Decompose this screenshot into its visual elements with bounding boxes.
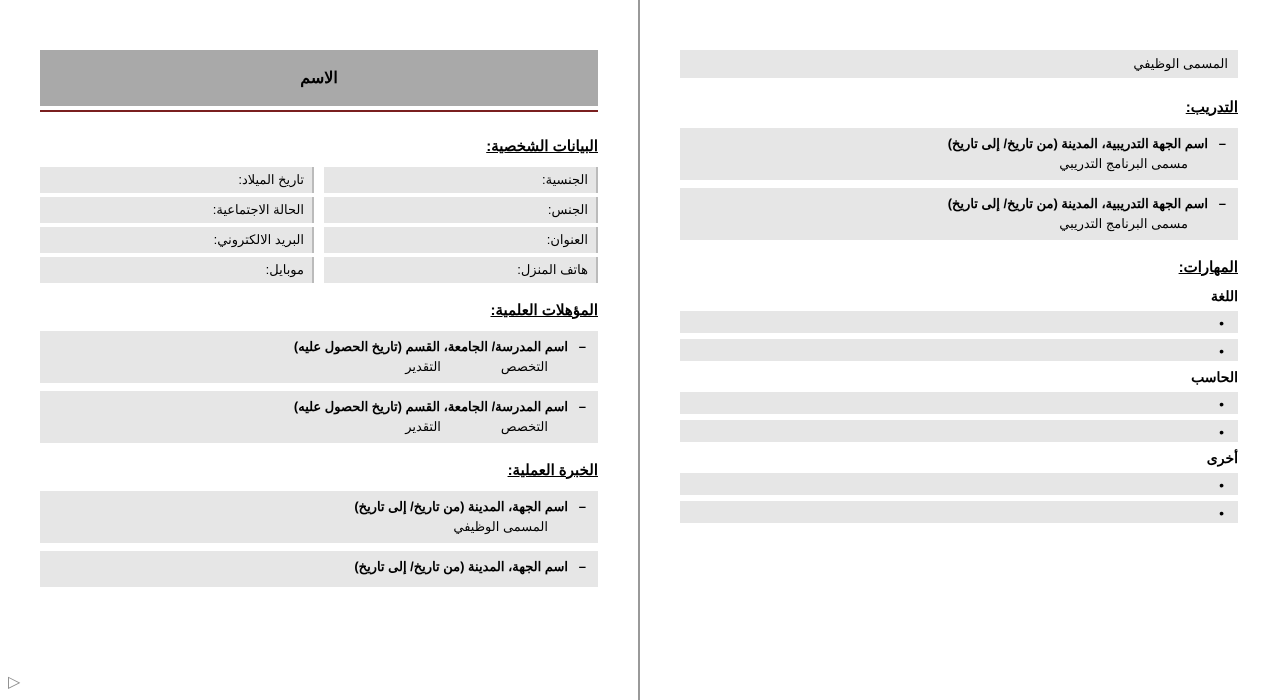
next-page-arrow-icon[interactable]: ▷ — [8, 672, 20, 692]
language-list — [680, 311, 1238, 361]
experience-entry: – اسم الجهة، المدينة (من تاريخ/ إلى تاري… — [40, 551, 598, 587]
education-grade: التقدير — [405, 419, 441, 435]
list-item — [680, 473, 1238, 495]
education-entry-title: اسم المدرسة/ الجامعة، القسم (تاريخ الحصو… — [48, 339, 568, 355]
personal-heading: البيانات الشخصية: — [40, 137, 598, 155]
training-entry-title: اسم الجهة التدريبية، المدينة (من تاريخ/ … — [688, 136, 1208, 152]
personal-cell: تاريخ الميلاد: — [40, 167, 314, 193]
computer-subheading: الحاسب — [680, 369, 1238, 386]
list-item — [680, 420, 1238, 442]
dash-icon: – — [1219, 136, 1226, 151]
experience-entry-title: اسم الجهة، المدينة (من تاريخ/ إلى تاريخ) — [48, 559, 568, 575]
education-grade: التقدير — [405, 359, 441, 375]
training-entry-title: اسم الجهة التدريبية، المدينة (من تاريخ/ … — [688, 196, 1208, 212]
experience-heading: الخبرة العملية: — [40, 461, 598, 479]
personal-cell: البريد الالكتروني: — [40, 227, 314, 253]
dash-icon: – — [579, 499, 586, 514]
education-entry-row: التخصص التقدير — [48, 359, 568, 375]
experience-entry-title: اسم الجهة، المدينة (من تاريخ/ إلى تاريخ) — [48, 499, 568, 515]
training-entry: – اسم الجهة التدريبية، المدينة (من تاريخ… — [680, 128, 1238, 180]
dash-icon: – — [579, 339, 586, 354]
page-2: المسمى الوظيفي التدريب: – اسم الجهة التد… — [639, 0, 1278, 700]
list-item — [680, 501, 1238, 523]
education-entry-title: اسم المدرسة/ الجامعة، القسم (تاريخ الحصو… — [48, 399, 568, 415]
experience-entry-sub: المسمى الوظيفي — [48, 519, 568, 535]
training-entry-sub: مسمى البرنامج التدريبي — [688, 156, 1208, 172]
language-subheading: اللغة — [680, 288, 1238, 305]
education-field: التخصص — [501, 359, 548, 375]
personal-cell: هاتف المنزل: — [324, 257, 598, 283]
pages-container: الاسم البيانات الشخصية: الجنسية: تاريخ ا… — [0, 0, 1278, 700]
personal-cell: الحالة الاجتماعية: — [40, 197, 314, 223]
training-heading: التدريب: — [680, 98, 1238, 116]
computer-list — [680, 392, 1238, 442]
dash-icon: – — [1219, 196, 1226, 211]
personal-info-grid: الجنسية: تاريخ الميلاد: الجنس: الحالة ال… — [40, 167, 598, 283]
experience-entry: – اسم الجهة، المدينة (من تاريخ/ إلى تاري… — [40, 491, 598, 543]
education-entry: – اسم المدرسة/ الجامعة، القسم (تاريخ الح… — [40, 331, 598, 383]
title-underline — [40, 110, 598, 112]
dash-icon: – — [579, 399, 586, 414]
list-item — [680, 311, 1238, 333]
training-entry-sub: مسمى البرنامج التدريبي — [688, 216, 1208, 232]
other-list — [680, 473, 1238, 523]
personal-cell: موبايل: — [40, 257, 314, 283]
education-field: التخصص — [501, 419, 548, 435]
skills-heading: المهارات: — [680, 258, 1238, 276]
personal-cell: الجنس: — [324, 197, 598, 223]
education-entry-row: التخصص التقدير — [48, 419, 568, 435]
dash-icon: – — [579, 559, 586, 574]
list-item — [680, 392, 1238, 414]
other-subheading: أخرى — [680, 450, 1238, 467]
job-title-label: المسمى الوظيفي — [1133, 56, 1228, 72]
job-title-box: المسمى الوظيفي — [680, 50, 1238, 78]
page-1: الاسم البيانات الشخصية: الجنسية: تاريخ ا… — [0, 0, 639, 700]
name-title-box: الاسم — [40, 50, 598, 106]
personal-cell: العنوان: — [324, 227, 598, 253]
list-item — [680, 339, 1238, 361]
education-heading: المؤهلات العلمية: — [40, 301, 598, 319]
training-entry: – اسم الجهة التدريبية، المدينة (من تاريخ… — [680, 188, 1238, 240]
education-entry: – اسم المدرسة/ الجامعة، القسم (تاريخ الح… — [40, 391, 598, 443]
personal-cell: الجنسية: — [324, 167, 598, 193]
